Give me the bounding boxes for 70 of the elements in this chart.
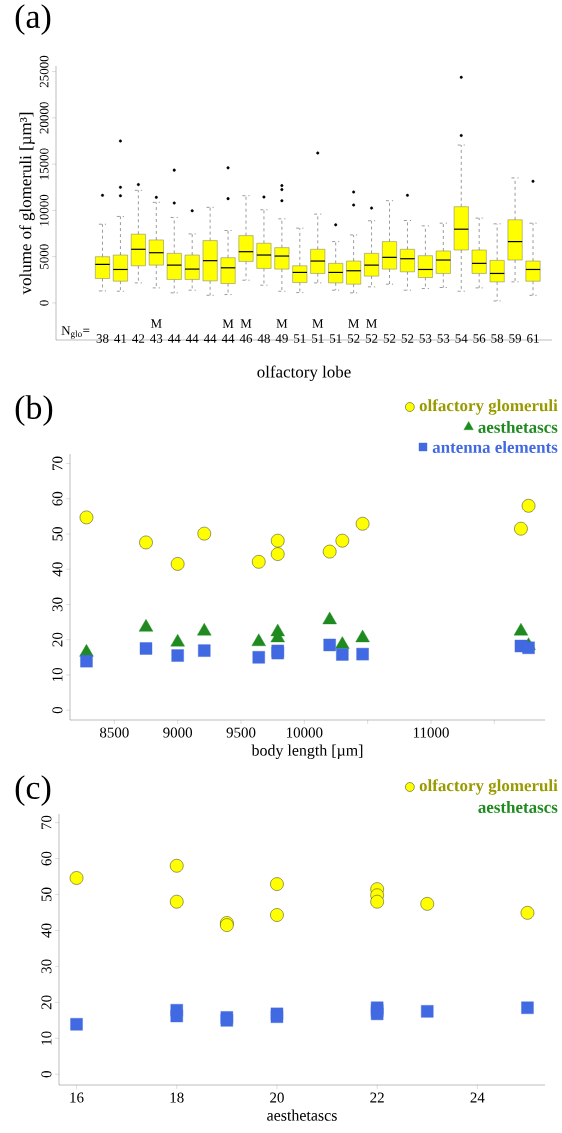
y-tick-label: 20000 (39, 102, 49, 134)
x-tick-label: 18 (170, 1092, 184, 1103)
x-tick-label: 22 (370, 1092, 384, 1103)
y-tick-label: 10 (52, 668, 63, 682)
y-tick-label: 30 (52, 597, 63, 612)
x-tick-label: 44 (168, 334, 181, 343)
x-tick-label: 10000 (286, 727, 323, 738)
x-tick-label: 52 (401, 334, 414, 343)
y-tick-label: 25000 (39, 55, 49, 88)
x-tick-label: 42 (132, 334, 145, 343)
x-tick-label: 52 (383, 334, 396, 343)
x-tick-label: M 46 (239, 319, 253, 343)
y-tick-label: 0 (41, 1071, 52, 1078)
chart-title: (b) (15, 395, 53, 426)
y-tick-label: 70 (41, 815, 52, 830)
y-tick-label: 40 (41, 923, 52, 938)
text: N$_{glo}$= (61, 326, 90, 339)
x-tick-label: 41 (114, 334, 127, 343)
y-tick-label: 20 (52, 632, 63, 647)
y-tick-label: 0 (52, 706, 63, 714)
x-tick-label: 16 (70, 1092, 84, 1103)
x-tick-label: 56 (473, 334, 486, 343)
y-tick-label: 50 (52, 527, 63, 541)
x-tick-label: M 52 (347, 319, 360, 343)
x-tick-label: 51 (329, 334, 342, 343)
y-tick-label: 60 (52, 491, 63, 506)
x-tick-label: 24 (470, 1092, 485, 1103)
y-tick-label: 10000 (39, 194, 49, 226)
x-tick-label: 38 (96, 334, 109, 343)
x-tick-label: M 51 (312, 319, 324, 343)
x-axis-title: aesthetascs (267, 1109, 337, 1121)
x-tick-label: 48 (257, 334, 270, 343)
y-tick-label: 30 (41, 959, 52, 974)
x-tick-label: M 52 (365, 319, 378, 343)
x-axis-title: olfactory lobe (257, 365, 351, 382)
x-tick-label: 11000 (413, 727, 449, 738)
x-tick-label: 20 (270, 1092, 284, 1103)
x-tick-label: 51 (294, 334, 306, 343)
x-tick-label: 44 (185, 334, 199, 343)
x-tick-label: 58 (491, 334, 504, 343)
x-tick-label: M 43 (150, 319, 163, 343)
x-axis-title: body length [µm] (251, 744, 363, 760)
y-tick-label: 70 (52, 456, 63, 471)
legend-label: antenna elements (432, 441, 558, 453)
y-tick-label: 15000 (39, 148, 49, 180)
chart-title: (a) (15, 4, 51, 35)
x-tick-label: M 49 (275, 319, 288, 343)
y-tick-label: 20 (41, 995, 52, 1010)
x-tick-label: 9500 (226, 727, 256, 738)
x-tick-label: 53 (437, 334, 450, 343)
x-tick-label: 61 (527, 334, 539, 343)
text: aesthetascs (478, 801, 558, 813)
y-tick-label: 0 (39, 300, 49, 306)
y-tick-label: 60 (41, 851, 52, 866)
x-tick-label: 54 (455, 334, 468, 343)
legend-label: olfactory glomeruli (419, 399, 558, 415)
legend-label: aesthetascs (478, 421, 558, 433)
x-tick-label: 9000 (163, 727, 193, 738)
x-tick-label: 44 (203, 334, 217, 343)
x-tick-label: 59 (509, 334, 522, 343)
y-tick-label: 5000 (39, 244, 49, 269)
x-tick-label: 53 (419, 334, 432, 343)
y-tick-label: 50 (41, 887, 52, 902)
x-tick-label: M 44 (221, 319, 235, 343)
y-tick-label: 40 (52, 562, 63, 577)
y-axis-title: volume of glomeruli [µm³] (19, 112, 35, 295)
x-tick-label: 8500 (99, 727, 129, 738)
legend-label: olfactory glomeruli (419, 779, 558, 795)
chart-title: (c) (15, 775, 51, 806)
y-tick-label: 10 (41, 1031, 52, 1045)
